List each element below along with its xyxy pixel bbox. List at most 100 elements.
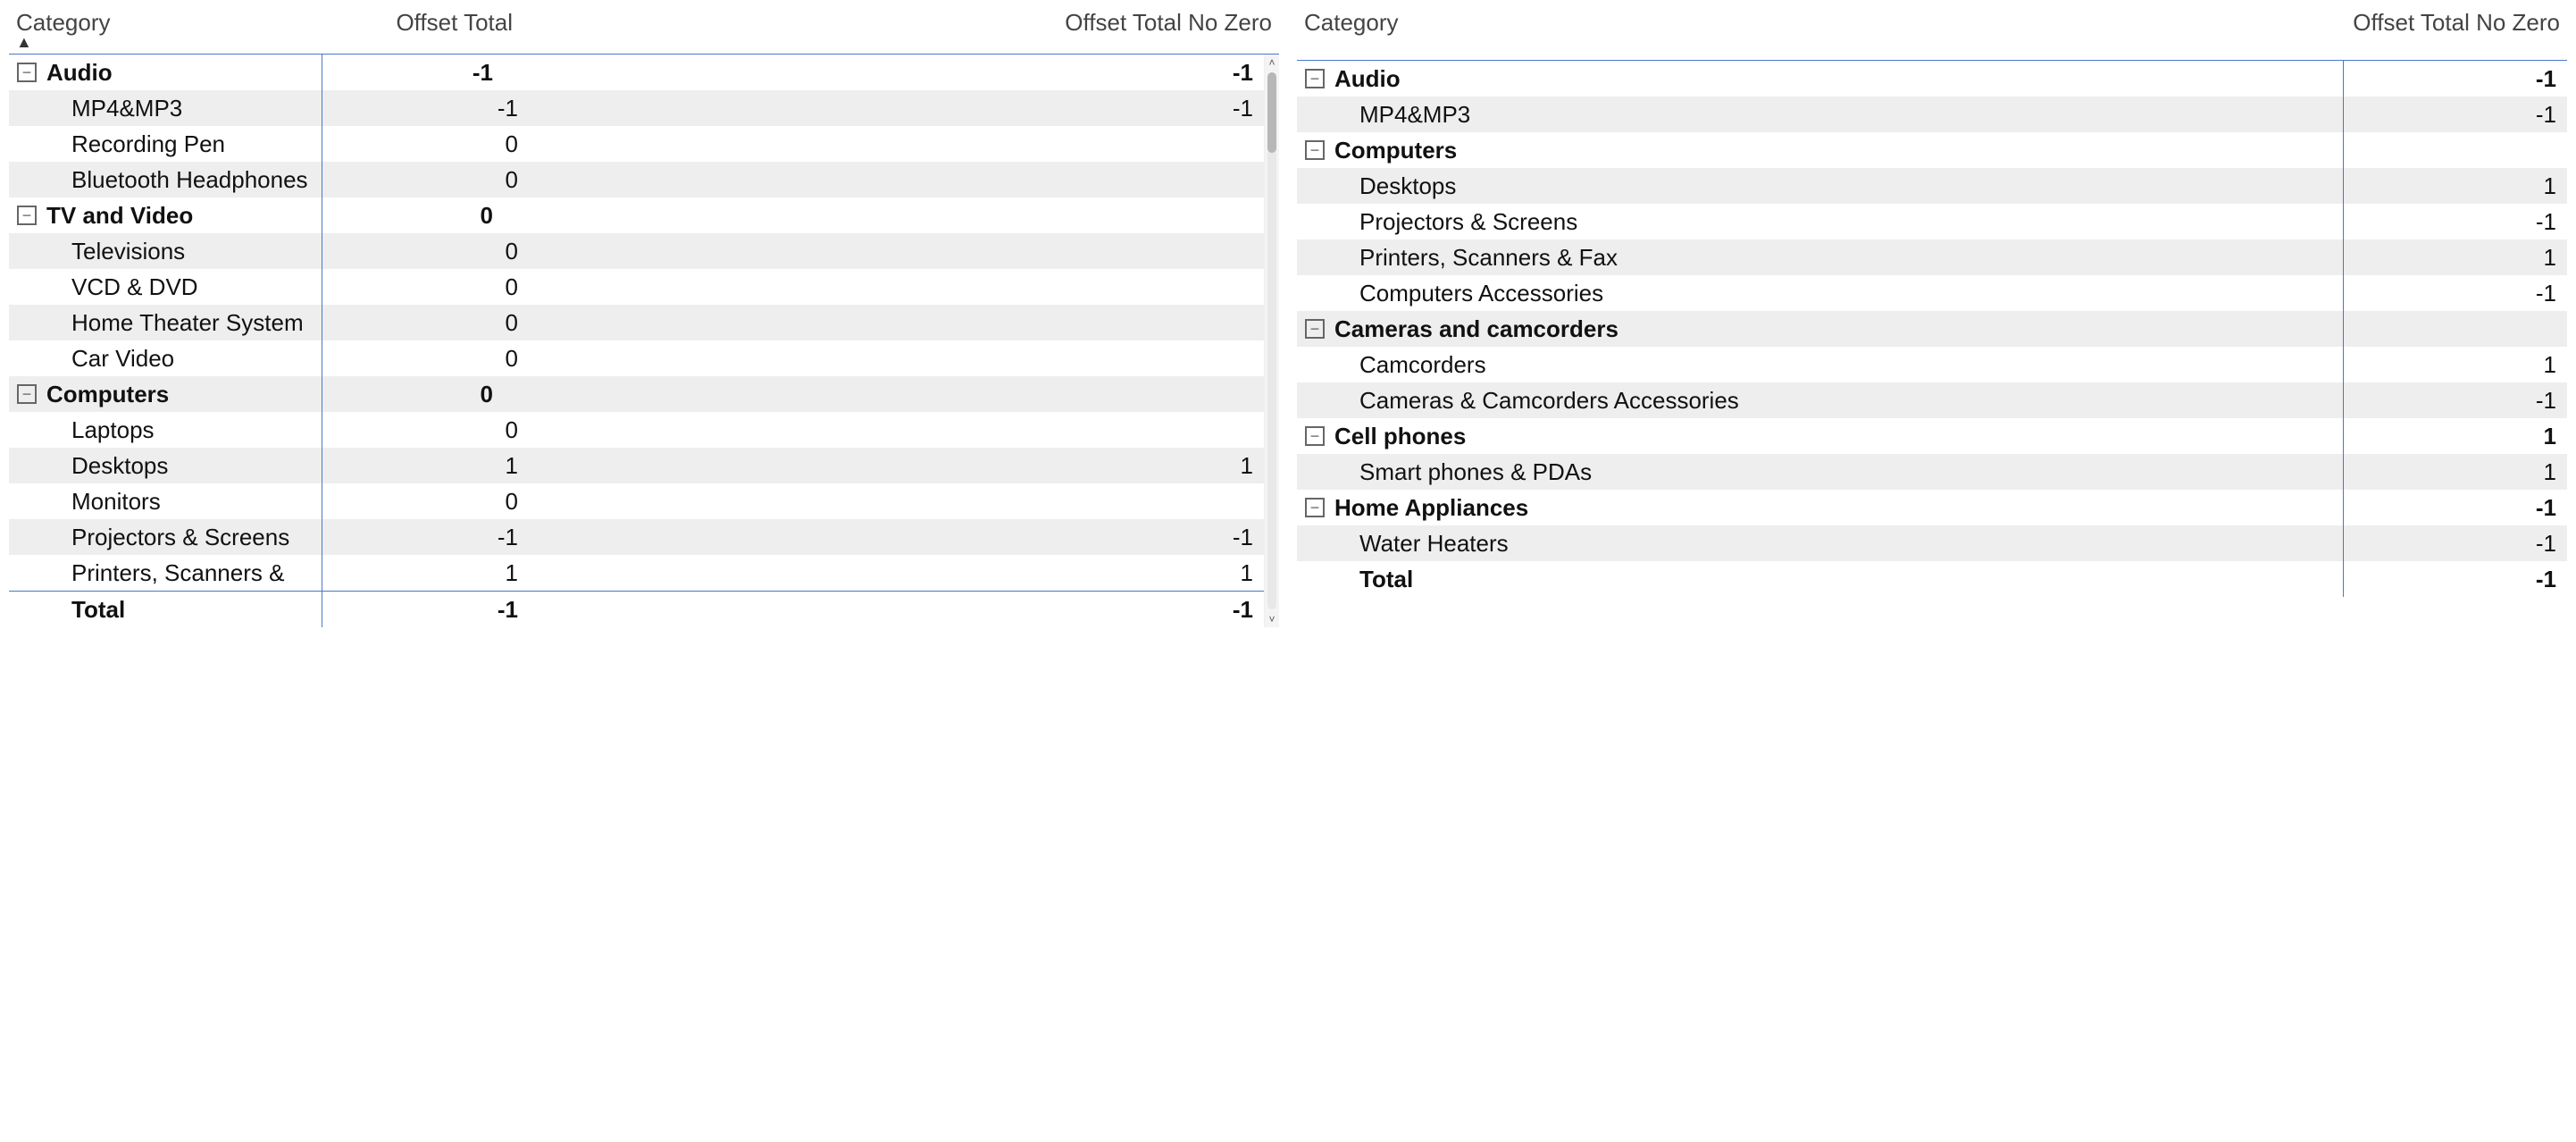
row-label: Home Appliances — [1333, 494, 2333, 522]
total-label: Total — [45, 596, 348, 624]
cell-offset-total-no-zero: -1 — [2333, 65, 2567, 93]
cell-offset-total-no-zero: 1 — [2333, 423, 2567, 450]
left-total-row: Total -1 -1 — [9, 592, 1264, 627]
right-table: Category Offset Total No Zero −Audio-1MP… — [1297, 5, 2567, 627]
scroll-down-icon[interactable]: ˅ — [1268, 611, 1275, 627]
cell-offset-total-no-zero: -1 — [529, 524, 1264, 551]
expander-cell[interactable]: − — [9, 384, 45, 404]
row-label: Televisions — [45, 238, 348, 265]
table-row[interactable]: Cameras & Camcorders Accessories-1 — [1297, 382, 2567, 418]
scroll-up-icon[interactable]: ˄ — [1268, 55, 1275, 71]
table-row[interactable]: Home Theater System0 — [9, 305, 1264, 340]
table-group-row[interactable]: −TV and Video0 — [9, 197, 1264, 233]
table-row[interactable]: Printers, Scanners &11 — [9, 555, 1264, 591]
column-header-offset-total-no-zero[interactable]: Offset Total No Zero — [2329, 5, 2567, 40]
column-divider — [2343, 490, 2344, 525]
left-header-row: Category ▲ Offset Total Offset Total No … — [9, 5, 1279, 55]
table-group-row[interactable]: −Home Appliances-1 — [1297, 490, 2567, 525]
table-row[interactable]: VCD & DVD0 — [9, 269, 1264, 305]
cell-offset-total-no-zero: -1 — [2333, 387, 2567, 415]
table-row[interactable]: Projectors & Screens-1-1 — [9, 519, 1264, 555]
expander-cell[interactable]: − — [1297, 319, 1333, 339]
header-label: Category — [16, 9, 111, 36]
row-label: Computers — [1333, 137, 2333, 164]
collapse-icon[interactable]: − — [17, 384, 37, 404]
collapse-icon[interactable]: − — [1305, 426, 1325, 446]
table-row[interactable]: Desktops11 — [9, 448, 1264, 483]
row-label: Car Video — [45, 345, 348, 373]
collapse-icon[interactable]: − — [17, 63, 37, 82]
table-group-row[interactable]: −Audio-1 — [1297, 61, 2567, 97]
table-row[interactable]: Laptops0 — [9, 412, 1264, 448]
column-divider — [2343, 168, 2344, 204]
table-row[interactable]: Camcorders1 — [1297, 347, 2567, 382]
row-label: Water Heaters — [1333, 530, 2333, 558]
table-row[interactable]: Printers, Scanners & Fax1 — [1297, 239, 2567, 275]
column-divider — [2343, 311, 2344, 347]
table-row[interactable]: Bluetooth Headphones0 — [9, 162, 1264, 197]
column-divider — [2343, 418, 2344, 454]
row-label: Home Theater System — [45, 309, 348, 337]
table-row[interactable]: Projectors & Screens-1 — [1297, 204, 2567, 239]
table-row[interactable]: Monitors0 — [9, 483, 1264, 519]
table-group-row[interactable]: −Computers — [1297, 132, 2567, 168]
column-divider — [2343, 561, 2344, 597]
table-row[interactable]: Car Video0 — [9, 340, 1264, 376]
column-header-category[interactable]: Category ▲ — [9, 5, 336, 54]
collapse-icon[interactable]: − — [1305, 498, 1325, 517]
table-row[interactable]: Smart phones & PDAs1 — [1297, 454, 2567, 490]
cell-offset-total-no-zero: -1 — [2333, 101, 2567, 129]
table-row[interactable]: Computers Accessories-1 — [1297, 275, 2567, 311]
row-label: Printers, Scanners & Fax — [1333, 244, 2333, 272]
cell-offset-total: -1 — [348, 524, 529, 551]
cell-offset-total: 0 — [348, 130, 529, 158]
column-divider — [2343, 454, 2344, 490]
table-group-row[interactable]: −Audio-1-1 — [9, 55, 1264, 90]
row-label: Desktops — [45, 452, 348, 480]
row-label: Smart phones & PDAs — [1333, 458, 2333, 486]
vertical-scrollbar[interactable]: ˄ ˅ — [1264, 55, 1279, 627]
column-header-offset-total[interactable]: Offset Total — [336, 5, 520, 40]
table-group-row[interactable]: −Cell phones1 — [1297, 418, 2567, 454]
table-row[interactable]: Televisions0 — [9, 233, 1264, 269]
column-header-offset-total-no-zero[interactable]: Offset Total No Zero — [520, 5, 1279, 40]
column-header-category[interactable]: Category — [1297, 5, 2329, 38]
cell-offset-total-no-zero: 1 — [529, 452, 1264, 480]
row-label: Computers Accessories — [1333, 280, 2333, 307]
row-label: Audio — [1333, 65, 2333, 93]
row-label: Computers — [45, 381, 323, 408]
row-label: Cell phones — [1333, 423, 2333, 450]
expander-cell[interactable]: − — [9, 63, 45, 82]
table-row[interactable]: Water Heaters-1 — [1297, 525, 2567, 561]
left-table-body: −Audio-1-1MP4&MP3-1-1Recording Pen0Bluet… — [9, 55, 1264, 592]
expander-cell[interactable]: − — [9, 206, 45, 225]
row-label: Desktops — [1333, 172, 2333, 200]
table-row[interactable]: MP4&MP3-1 — [1297, 97, 2567, 132]
cell-offset-total-no-zero: -1 — [529, 95, 1264, 122]
cell-offset-total-no-zero: -1 — [504, 59, 1264, 87]
expander-cell[interactable]: − — [1297, 498, 1333, 517]
expander-cell[interactable]: − — [1297, 69, 1333, 88]
column-divider — [2343, 347, 2344, 382]
collapse-icon[interactable]: − — [17, 206, 37, 225]
expander-cell[interactable]: − — [1297, 426, 1333, 446]
row-label: Camcorders — [1333, 351, 2333, 379]
column-divider — [2343, 239, 2344, 275]
table-row[interactable]: Desktops1 — [1297, 168, 2567, 204]
right-header-row: Category Offset Total No Zero — [1297, 5, 2567, 61]
scrollbar-thumb[interactable] — [1267, 72, 1276, 153]
table-group-row[interactable]: −Cameras and camcorders — [1297, 311, 2567, 347]
table-group-row[interactable]: −Computers0 — [9, 376, 1264, 412]
collapse-icon[interactable]: − — [1305, 140, 1325, 160]
expander-cell[interactable]: − — [1297, 140, 1333, 160]
column-divider — [2343, 132, 2344, 168]
collapse-icon[interactable]: − — [1305, 69, 1325, 88]
row-label: Printers, Scanners & — [45, 559, 348, 587]
row-label: MP4&MP3 — [1333, 101, 2333, 129]
scrollbar-track[interactable] — [1267, 72, 1276, 609]
cell-offset-total-no-zero: 1 — [2333, 244, 2567, 272]
table-row[interactable]: Recording Pen0 — [9, 126, 1264, 162]
collapse-icon[interactable]: − — [1305, 319, 1325, 339]
cell-offset-total: -1 — [323, 59, 504, 87]
table-row[interactable]: MP4&MP3-1-1 — [9, 90, 1264, 126]
